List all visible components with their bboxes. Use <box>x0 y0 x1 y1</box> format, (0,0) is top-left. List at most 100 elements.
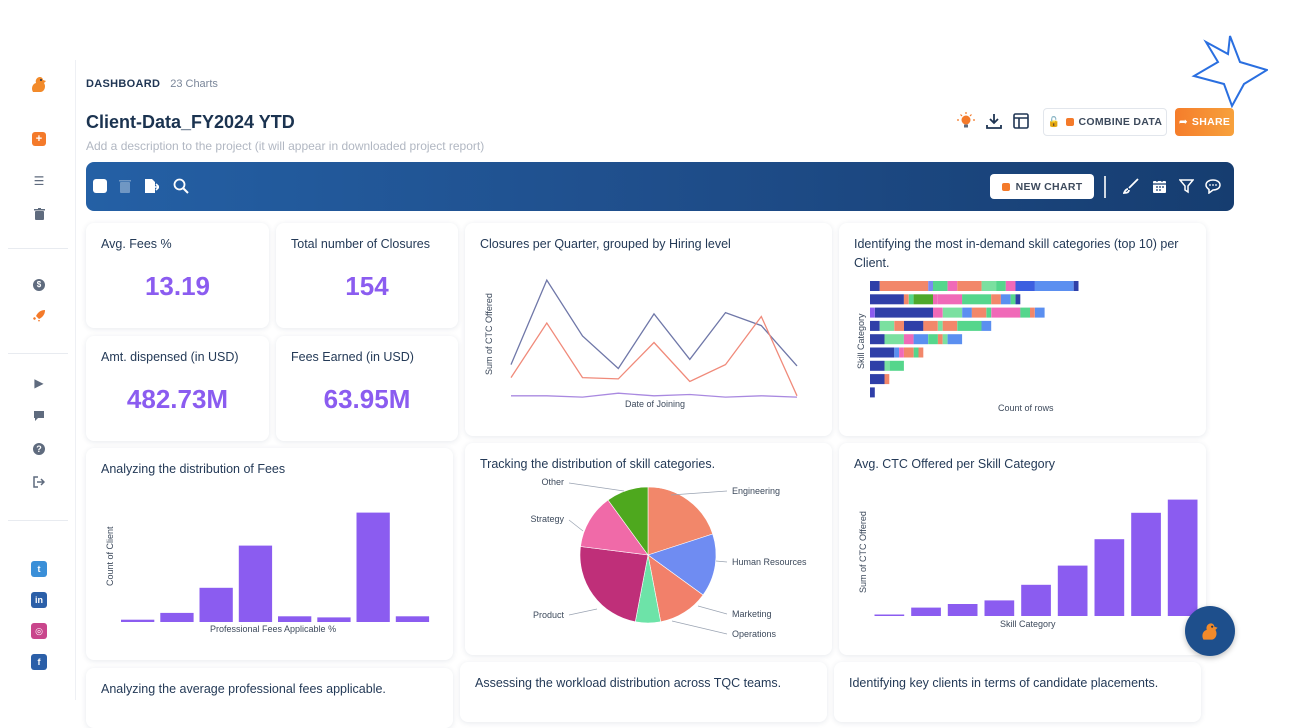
description-input[interactable]: Add a description to the project (it wil… <box>86 139 485 153</box>
bar-segment-3-7 <box>957 320 982 331</box>
squirrel-logo-icon[interactable] <box>27 72 51 96</box>
pie-leader-line <box>670 490 728 496</box>
chart-title: Identifying key clients in terms of cand… <box>849 676 1159 690</box>
bar-segment-2-0 <box>870 307 875 318</box>
bar-segment-7-0 <box>870 374 885 385</box>
download-icon[interactable] <box>986 113 1002 129</box>
comment-icon[interactable] <box>1205 178 1221 194</box>
brush-icon[interactable] <box>1123 178 1139 194</box>
rocket-icon[interactable] <box>30 307 48 325</box>
bar-segment-0-3 <box>933 281 948 291</box>
bar-chart: Skill Category Sum of CTC Offered <box>858 499 1198 629</box>
calendar-icon[interactable] <box>1151 178 1167 194</box>
chart-card-avgfees[interactable]: Analyzing the average professional fees … <box>86 668 453 728</box>
chart-card-skilldist[interactable]: Tracking the distribution of skill categ… <box>465 443 832 655</box>
select-all-checkbox[interactable] <box>92 178 108 194</box>
bar-segment-0-6 <box>981 281 997 291</box>
bar-4 <box>278 616 312 622</box>
search-icon[interactable] <box>173 178 189 194</box>
play-icon[interactable]: ▶ <box>34 376 44 390</box>
twitter-icon[interactable]: t <box>30 560 48 578</box>
bar-segment-4-7 <box>947 334 963 345</box>
bar-5 <box>1057 565 1088 616</box>
line-series-0 <box>510 278 798 370</box>
pie-slice-human-resources <box>647 533 717 596</box>
dollar-icon[interactable]: $ <box>30 276 48 294</box>
breadcrumb-section[interactable]: DASHBOARD <box>86 78 161 90</box>
bar-0 <box>121 619 155 622</box>
bar-3 <box>238 545 273 622</box>
chart-card-ctc[interactable]: Avg. CTC Offered per Skill Category Skil… <box>839 443 1206 655</box>
bar-segment-0-0 <box>870 281 880 291</box>
bar-segment-3-4 <box>923 320 938 331</box>
lightbulb-icon[interactable] <box>957 112 975 130</box>
help-icon[interactable]: ? <box>30 440 48 458</box>
bar-1 <box>160 612 194 622</box>
chart-card-fees[interactable]: Analyzing the distribution of Fees Profe… <box>86 448 453 660</box>
bar-segment-5-2 <box>899 347 904 358</box>
layout-icon[interactable] <box>1013 113 1029 129</box>
bar-8 <box>1167 499 1198 616</box>
bar-7 <box>1131 512 1161 616</box>
bar-segment-2-10 <box>1034 307 1045 318</box>
stacked-bar-chart: Count of rows Skill Category <box>856 281 1079 413</box>
linkedin-icon[interactable]: in <box>30 591 48 609</box>
chat-icon[interactable] <box>30 407 48 425</box>
chart-card-closures[interactable]: Closures per Quarter, grouped by Hiring … <box>465 223 832 436</box>
kpi-label: Total number of Closures <box>291 237 430 251</box>
chart-card-skills[interactable]: Identifying the most in-demand skill cat… <box>839 223 1206 436</box>
kpi-value: 63.95M <box>323 384 411 414</box>
line-series-2 <box>511 392 798 398</box>
chart-card-workload[interactable]: Assessing the workload distribution acro… <box>460 662 827 722</box>
kpi-card[interactable]: Amt. dispensed (in USD) 482.73M <box>86 336 269 441</box>
bar-chart: Professional Fees Applicable % Count of … <box>105 512 430 634</box>
trash-icon[interactable] <box>30 205 48 223</box>
chart-title: Analyzing the average professional fees … <box>101 682 386 696</box>
bar-segment-1-10 <box>1015 294 1021 305</box>
filter-icon[interactable] <box>1178 178 1194 194</box>
export-icon[interactable] <box>143 178 159 194</box>
pie-leader-line <box>715 560 728 563</box>
line-series-1 <box>510 315 798 397</box>
bar-1 <box>911 607 941 616</box>
bar-segment-4-2 <box>903 334 914 345</box>
chart-title: Closures per Quarter, grouped by Hiring … <box>480 237 731 251</box>
kpi-value: 154 <box>345 271 389 301</box>
share-button[interactable]: ➦ SHARE <box>1175 108 1234 136</box>
facebook-icon[interactable]: f <box>30 653 48 671</box>
bar-segment-4-3 <box>913 334 929 345</box>
list-icon[interactable]: ☰ <box>33 174 45 188</box>
bar-segment-2-6 <box>986 307 992 318</box>
bar-segment-5-3 <box>904 347 914 358</box>
assistant-button[interactable] <box>1185 606 1235 656</box>
toolbar-divider <box>1104 176 1106 198</box>
bar-4 <box>1021 584 1051 616</box>
add-icon[interactable]: + <box>30 130 48 148</box>
page-title[interactable]: Client-Data_FY2024 YTD <box>86 112 295 132</box>
chart-title: Analyzing the distribution of Fees <box>101 462 286 476</box>
bar-segment-0-9 <box>1015 281 1035 291</box>
x-axis-label: Professional Fees Applicable % <box>210 624 336 634</box>
bar-2 <box>199 587 233 622</box>
y-axis-label: Sum of CTC Offered <box>484 293 494 375</box>
instagram-icon[interactable]: ◎ <box>30 622 48 640</box>
logout-icon[interactable] <box>30 473 48 491</box>
squirrel-icon <box>1202 623 1218 640</box>
bar-segment-5-1 <box>894 347 900 358</box>
kpi-card[interactable]: Total number of Closures 154 <box>276 223 458 328</box>
bar-segment-3-3 <box>904 320 924 331</box>
kpi-card[interactable]: Avg. Fees % 13.19 <box>86 223 269 328</box>
bar-segment-1-4 <box>933 294 938 305</box>
sidebar: + ☰ $ ▶ ? t in ◎ f <box>0 60 76 700</box>
combine-data-button[interactable]: 🔓 COMBINE DATA <box>1043 108 1167 136</box>
chart-card-clients[interactable]: Identifying key clients in terms of cand… <box>834 662 1201 722</box>
trash-icon[interactable] <box>117 178 133 194</box>
bar-segment-4-5 <box>937 334 943 345</box>
bar-segment-2-3 <box>942 307 963 318</box>
pie-leader-line <box>697 605 728 615</box>
bar-segment-6-0 <box>870 360 885 371</box>
kpi-card[interactable]: Fees Earned (in USD) 63.95M <box>276 336 458 441</box>
pie-label: Marketing <box>732 609 772 619</box>
bar-segment-1-6 <box>962 294 992 305</box>
new-chart-button[interactable]: NEW CHART <box>990 174 1094 199</box>
